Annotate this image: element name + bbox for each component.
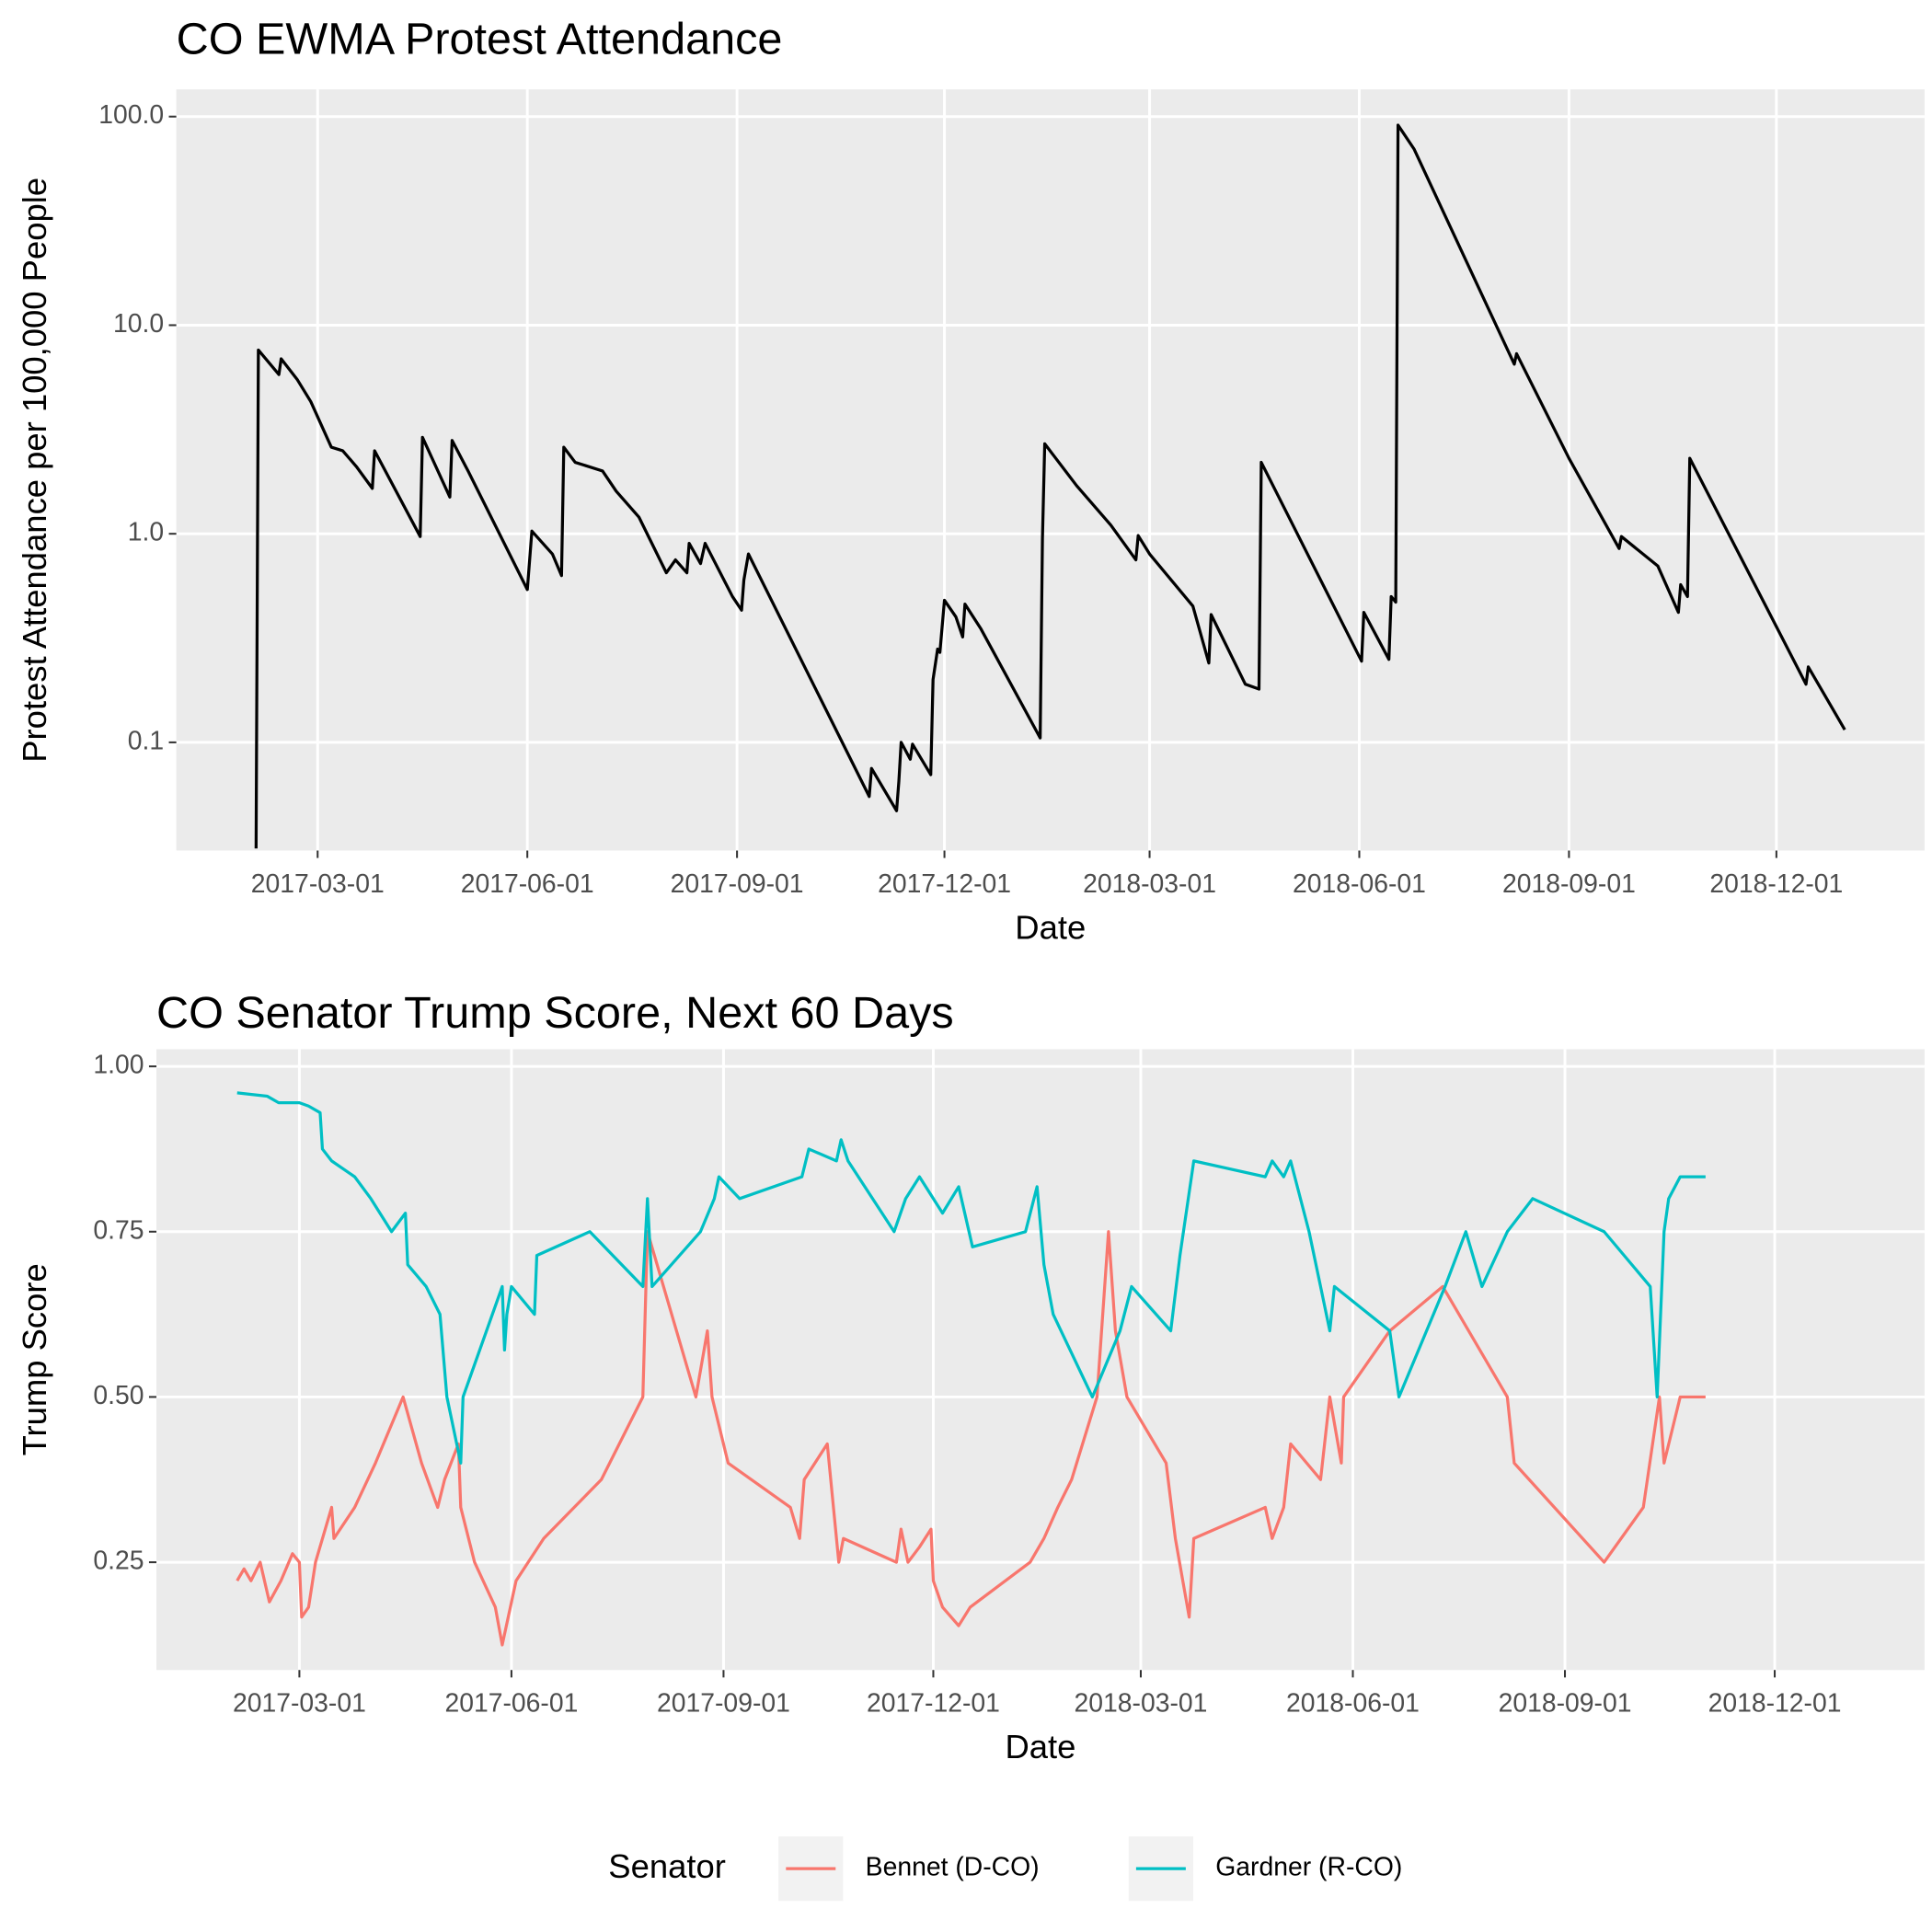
data-line	[254, 123, 1846, 849]
chart-title: CO Senator Trump Score, Next 60 Days	[156, 988, 954, 1038]
y-tick-label: 1.0	[128, 518, 164, 547]
y-tick-label: 0.50	[93, 1381, 144, 1410]
data-line	[236, 1091, 1706, 1465]
x-tick-label: 2017-12-01	[878, 869, 1011, 899]
x-tick-label: 2017-03-01	[233, 1689, 366, 1719]
x-tick-label: 2017-09-01	[657, 1689, 790, 1719]
y-tick-label: 1.00	[93, 1051, 144, 1080]
plot-lines	[254, 123, 1846, 849]
y-tick-label: 10.0	[113, 309, 164, 339]
x-tick-label: 2017-09-01	[671, 869, 804, 899]
x-tick-label: 2017-03-01	[251, 869, 385, 899]
y-tick-label: 0.1	[128, 726, 164, 755]
y-axis-title: Protest Attendance per 100,000 People	[16, 178, 53, 763]
chart-title: CO EWMA Protest Attendance	[177, 15, 783, 64]
x-tick-label: 2018-12-01	[1709, 869, 1843, 899]
legend-label: Gardner (R-CO)	[1215, 1853, 1402, 1882]
data-line	[236, 1230, 1706, 1647]
x-axis-title: Date	[1015, 908, 1086, 946]
panel-background	[156, 1049, 1925, 1671]
y-tick-label: 0.25	[93, 1547, 144, 1576]
x-tick-label: 2018-03-01	[1083, 869, 1216, 899]
x-tick-label: 2017-06-01	[444, 1689, 578, 1719]
legend-label: Bennet (D-CO)	[866, 1853, 1040, 1882]
x-tick-label: 2018-09-01	[1499, 1689, 1632, 1719]
y-axis-title: Trump Score	[16, 1263, 53, 1455]
y-tick-label: 100.0	[98, 100, 164, 130]
x-tick-label: 2017-12-01	[867, 1689, 1000, 1719]
x-tick-label: 2018-06-01	[1293, 869, 1426, 899]
x-axis-title: Date	[1006, 1728, 1076, 1765]
x-tick-label: 2018-09-01	[1502, 869, 1636, 899]
x-tick-label: 2017-06-01	[461, 869, 594, 899]
x-tick-label: 2018-06-01	[1286, 1689, 1420, 1719]
x-tick-label: 2018-12-01	[1708, 1689, 1842, 1719]
plot-lines	[236, 1091, 1706, 1647]
legend-title: Senator	[608, 1847, 726, 1885]
x-tick-label: 2018-03-01	[1075, 1689, 1208, 1719]
y-tick-label: 0.75	[93, 1215, 144, 1245]
